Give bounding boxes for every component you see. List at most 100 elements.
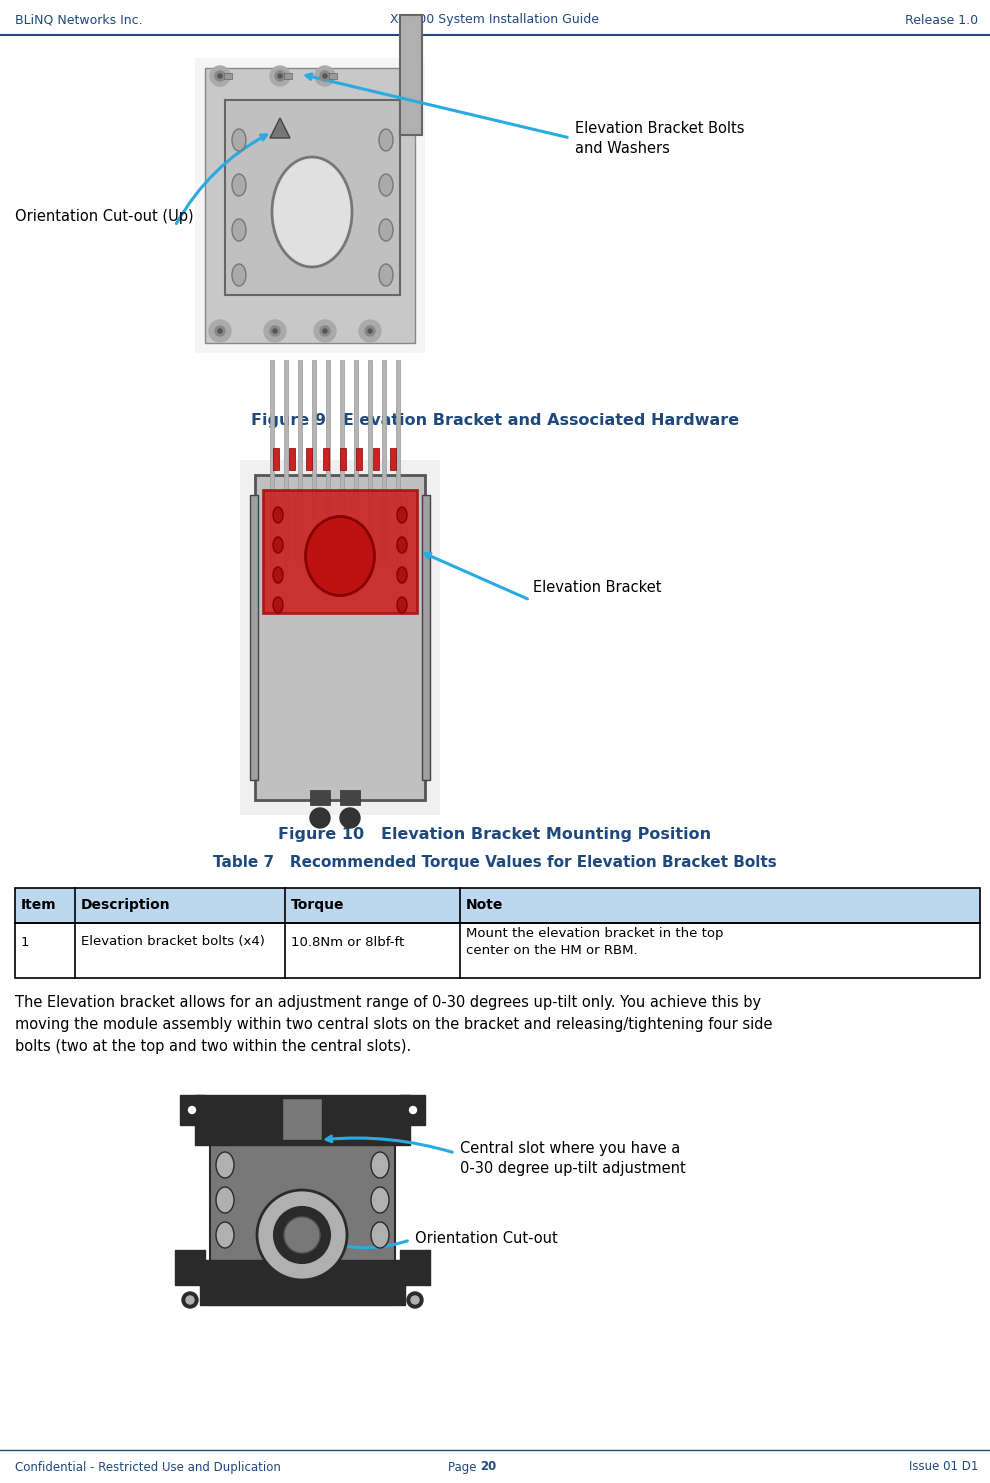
- Bar: [368, 360, 372, 565]
- Bar: [326, 360, 330, 565]
- Bar: [298, 360, 302, 565]
- Bar: [310, 790, 330, 805]
- Bar: [15, 888, 980, 922]
- Circle shape: [359, 320, 381, 343]
- Circle shape: [218, 329, 222, 334]
- Bar: [354, 360, 358, 565]
- Bar: [373, 448, 379, 470]
- Text: Orientation Cut-out (Up): Orientation Cut-out (Up): [15, 209, 194, 224]
- Bar: [200, 1261, 405, 1305]
- Text: Table 7   Recommended Torque Values for Elevation Bracket Bolts: Table 7 Recommended Torque Values for El…: [213, 854, 777, 869]
- Ellipse shape: [371, 1186, 389, 1213]
- Ellipse shape: [272, 157, 352, 267]
- Text: 10.8Nm or 8lbf-ft: 10.8Nm or 8lbf-ft: [291, 936, 404, 949]
- Circle shape: [215, 326, 225, 337]
- Circle shape: [320, 326, 330, 337]
- Text: Page: Page: [447, 1461, 480, 1474]
- Ellipse shape: [371, 1152, 389, 1178]
- Text: Description: Description: [81, 899, 170, 912]
- Bar: [195, 1094, 410, 1145]
- Bar: [329, 73, 337, 79]
- Polygon shape: [270, 119, 290, 138]
- Circle shape: [320, 71, 330, 82]
- Circle shape: [274, 1207, 330, 1264]
- Circle shape: [407, 1292, 423, 1308]
- Ellipse shape: [216, 1186, 234, 1213]
- Ellipse shape: [232, 129, 246, 151]
- Text: Release 1.0: Release 1.0: [905, 13, 978, 27]
- Bar: [224, 73, 232, 79]
- Text: 20: 20: [480, 1461, 496, 1474]
- Circle shape: [210, 67, 230, 86]
- Bar: [340, 448, 346, 470]
- Bar: [270, 360, 274, 565]
- Bar: [15, 888, 980, 922]
- Ellipse shape: [216, 1222, 234, 1249]
- Ellipse shape: [232, 174, 246, 196]
- Circle shape: [340, 808, 360, 828]
- Text: Figure 9   Elevation Bracket and Associated Hardware: Figure 9 Elevation Bracket and Associate…: [250, 412, 740, 427]
- Text: Torque: Torque: [291, 899, 345, 912]
- Ellipse shape: [273, 507, 283, 523]
- Bar: [273, 448, 279, 470]
- Circle shape: [275, 71, 285, 82]
- Ellipse shape: [216, 1152, 234, 1178]
- Circle shape: [186, 1296, 194, 1304]
- Text: Orientation Cut-out: Orientation Cut-out: [415, 1231, 557, 1246]
- Bar: [312, 360, 316, 565]
- Circle shape: [215, 71, 225, 82]
- Ellipse shape: [379, 219, 393, 242]
- Bar: [323, 448, 329, 470]
- Bar: [289, 448, 295, 470]
- Circle shape: [270, 326, 280, 337]
- Bar: [356, 448, 362, 470]
- Text: 0-30 degree up-tilt adjustment: 0-30 degree up-tilt adjustment: [460, 1161, 686, 1176]
- Text: BLiNQ Networks Inc.: BLiNQ Networks Inc.: [15, 13, 143, 27]
- Ellipse shape: [397, 507, 407, 523]
- Bar: [382, 360, 386, 565]
- Circle shape: [411, 1296, 419, 1304]
- Bar: [400, 1094, 425, 1126]
- Bar: [195, 58, 425, 353]
- Circle shape: [323, 74, 327, 79]
- Circle shape: [185, 1103, 199, 1117]
- Bar: [15, 922, 980, 977]
- Circle shape: [410, 1106, 417, 1114]
- Ellipse shape: [232, 219, 246, 242]
- Bar: [282, 1097, 322, 1140]
- Ellipse shape: [273, 598, 283, 612]
- Bar: [240, 460, 440, 816]
- Bar: [225, 99, 400, 295]
- Bar: [175, 1250, 205, 1284]
- Text: Figure 10   Elevation Bracket Mounting Position: Figure 10 Elevation Bracket Mounting Pos…: [278, 828, 712, 842]
- Ellipse shape: [397, 567, 407, 583]
- Ellipse shape: [379, 129, 393, 151]
- Text: and Washers: and Washers: [575, 141, 670, 156]
- Circle shape: [209, 320, 231, 343]
- Text: The Elevation bracket allows for an adjustment range of 0-30 degrees up-tilt onl: The Elevation bracket allows for an adju…: [15, 995, 761, 1010]
- Ellipse shape: [306, 516, 374, 596]
- Circle shape: [315, 67, 335, 86]
- Text: Confidential - Restricted Use and Duplication: Confidential - Restricted Use and Duplic…: [15, 1461, 281, 1474]
- Text: 1: 1: [21, 936, 30, 949]
- Bar: [263, 489, 417, 612]
- Bar: [340, 790, 360, 805]
- Circle shape: [182, 1292, 198, 1308]
- Circle shape: [188, 1106, 195, 1114]
- Ellipse shape: [273, 537, 283, 553]
- Bar: [180, 1094, 205, 1126]
- Circle shape: [270, 67, 290, 86]
- Bar: [340, 360, 344, 565]
- Circle shape: [218, 74, 222, 79]
- Text: bolts (two at the top and two within the central slots).: bolts (two at the top and two within the…: [15, 1040, 411, 1054]
- Text: Elevation Bracket: Elevation Bracket: [533, 580, 661, 596]
- Text: Elevation Bracket Bolts: Elevation Bracket Bolts: [575, 122, 744, 136]
- Text: X-1200 System Installation Guide: X-1200 System Installation Guide: [390, 13, 600, 27]
- Text: Note: Note: [466, 899, 503, 912]
- Text: Central slot where you have a: Central slot where you have a: [460, 1140, 680, 1157]
- Circle shape: [273, 329, 277, 334]
- Ellipse shape: [371, 1222, 389, 1249]
- Bar: [284, 360, 288, 565]
- Circle shape: [314, 320, 336, 343]
- Text: moving the module assembly within two central slots on the bracket and releasing: moving the module assembly within two ce…: [15, 1017, 772, 1032]
